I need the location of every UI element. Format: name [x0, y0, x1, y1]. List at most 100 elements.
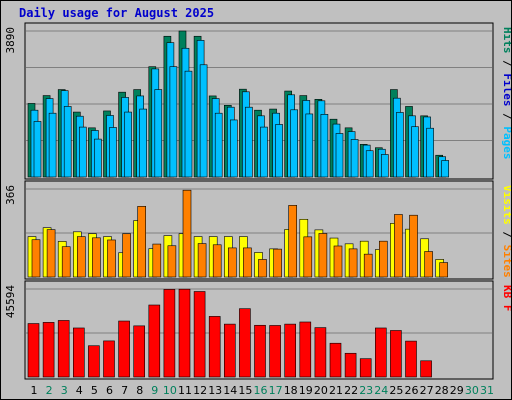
x-tick-label-day-31: 31 [480, 384, 494, 397]
panel-legend-top: Hits / Files / Pages [501, 27, 511, 160]
bar-sites-day-20 [318, 233, 328, 278]
x-tick-label-day-20: 20 [314, 384, 328, 397]
bar-kb-f-day-12 [193, 291, 206, 378]
bar-kb-f-day-3 [57, 320, 70, 378]
bar-pages-day-13 [214, 112, 223, 178]
legend-entry: / [501, 107, 511, 127]
bar-kb-f-day-25 [390, 330, 402, 378]
x-tick-label-day-25: 25 [389, 384, 403, 397]
x-tick-label-day-5: 5 [91, 384, 98, 397]
bar-pages-day-1 [33, 121, 42, 178]
bar-pages-day-26 [411, 126, 419, 178]
x-tick-label-day-23: 23 [359, 384, 373, 397]
x-tick-label-day-26: 26 [405, 384, 419, 397]
y-axis-max-label: 3890 [4, 27, 17, 54]
bar-pages-day-5 [94, 138, 102, 178]
bar-sites-day-18 [288, 205, 298, 278]
x-tick-label-day-18: 18 [284, 384, 298, 397]
x-tick-label-day-27: 27 [420, 384, 434, 397]
x-tick-label-day-6: 6 [106, 384, 113, 397]
bar-kb-f-day-10 [163, 289, 176, 378]
x-tick-label-day-13: 13 [208, 384, 222, 397]
bar-sites-day-10 [167, 245, 177, 278]
legend-entry: Visits [501, 185, 511, 225]
bar-sites-day-8 [137, 206, 146, 278]
bar-sites-day-3 [61, 246, 71, 278]
bar-sites-day-7 [122, 233, 131, 278]
x-tick-label-day-16: 16 [254, 384, 268, 397]
bar-sites-day-28 [439, 262, 449, 278]
legend-entry: / [501, 225, 511, 245]
x-tick-label-day-28: 28 [435, 384, 449, 397]
bar-kb-f-day-23 [359, 358, 372, 378]
bar-pages-day-11 [184, 70, 193, 178]
bar-kb-f-day-27 [420, 360, 432, 378]
bar-pages-day-2 [48, 112, 57, 178]
x-tick-label-day-3: 3 [61, 384, 68, 397]
bar-sites-day-23 [363, 253, 373, 278]
bar-sites-day-19 [303, 236, 313, 278]
bar-pages-day-9 [154, 89, 163, 178]
bar-sites-day-15 [243, 247, 252, 278]
bar-pages-day-3 [63, 106, 72, 178]
x-tick-label-day-1: 1 [31, 384, 38, 397]
bar-kb-f-day-24 [374, 327, 387, 378]
bar-pages-day-4 [79, 126, 87, 178]
bar-pages-day-22 [350, 139, 359, 178]
x-tick-label-day-22: 22 [344, 384, 358, 397]
bar-kb-f-day-13 [208, 316, 221, 378]
bar-kb-f-day-7 [118, 320, 130, 378]
bar-sites-day-22 [348, 248, 358, 278]
bar-pages-day-21 [335, 133, 344, 178]
x-tick-label-day-24: 24 [374, 384, 388, 397]
x-tick-label-day-2: 2 [46, 384, 53, 397]
bar-sites-day-24 [378, 240, 388, 278]
legend-entry: Hits [501, 27, 511, 54]
x-tick-label-day-17: 17 [269, 384, 283, 397]
x-tick-label-day-12: 12 [193, 384, 207, 397]
bar-kb-f-day-14 [224, 323, 236, 378]
bar-kb-f-day-22 [344, 352, 357, 378]
panel-legend-middle: Visits / Sites [501, 185, 511, 278]
bar-kb-f-day-4 [73, 327, 85, 378]
bar-pages-day-24 [380, 154, 389, 178]
panel-legend-bottom: KB F [501, 285, 511, 312]
x-tick-label-day-15: 15 [238, 384, 252, 397]
bar-pages-day-28 [441, 160, 450, 178]
bar-sites-day-26 [409, 214, 418, 278]
x-tick-label-day-29: 29 [450, 384, 464, 397]
bar-sites-day-4 [77, 236, 86, 278]
bar-kb-f-day-20 [314, 327, 327, 378]
bar-pages-day-27 [426, 127, 434, 178]
bar-kb-f-day-19 [299, 321, 312, 378]
x-tick-label-day-10: 10 [163, 384, 177, 397]
bar-sites-day-11 [182, 189, 192, 278]
bar-kb-f-day-6 [103, 340, 115, 378]
bar-pages-day-20 [320, 114, 329, 178]
bar-sites-day-2 [46, 229, 56, 278]
bar-kb-f-day-17 [269, 325, 281, 378]
bar-pages-day-8 [139, 108, 147, 178]
bar-pages-day-12 [199, 64, 208, 178]
x-tick-label-day-14: 14 [223, 384, 237, 397]
bar-sites-day-13 [212, 244, 222, 278]
bar-pages-day-6 [109, 127, 117, 178]
bar-kb-f-day-18 [284, 323, 297, 378]
x-tick-label-day-11: 11 [178, 384, 192, 397]
legend-entry: / [501, 54, 511, 74]
bar-pages-day-10 [169, 66, 178, 178]
bar-pages-day-14 [230, 119, 238, 178]
bar-sites-day-9 [152, 243, 162, 278]
bar-pages-day-15 [245, 106, 253, 178]
x-tick-label-day-7: 7 [121, 384, 128, 397]
x-tick-label-day-19: 19 [299, 384, 313, 397]
bar-pages-day-23 [365, 150, 374, 178]
bar-sites-day-12 [197, 243, 207, 278]
bar-kb-f-day-5 [88, 345, 100, 378]
legend-entry: Sites [501, 245, 511, 278]
bar-pages-day-16 [260, 126, 268, 178]
x-tick-label-day-8: 8 [136, 384, 143, 397]
bar-sites-day-1 [31, 239, 41, 278]
